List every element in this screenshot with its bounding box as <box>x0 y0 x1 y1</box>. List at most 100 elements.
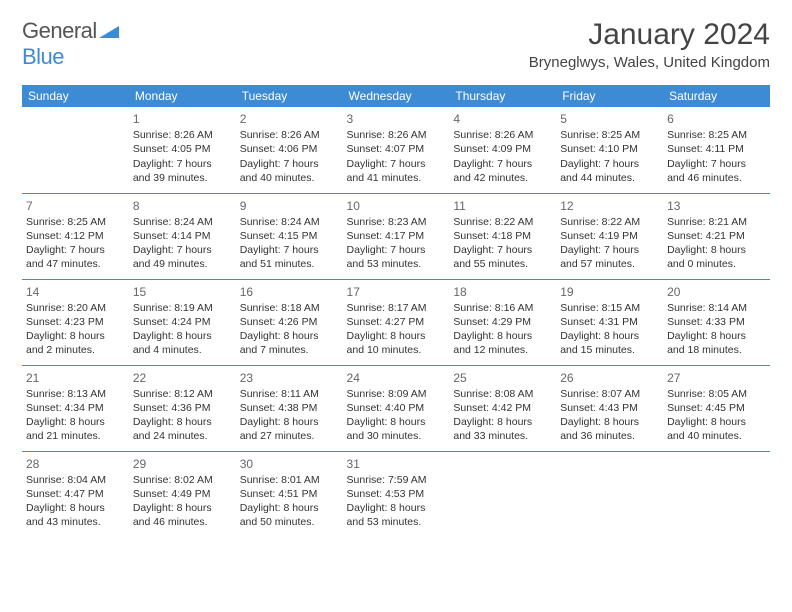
sunrise-line: Sunrise: 8:13 AM <box>26 387 125 401</box>
logo-word2: Blue <box>22 44 64 69</box>
daylight-line: Daylight: 8 hours and 2 minutes. <box>26 329 125 357</box>
day-number: 6 <box>667 111 766 127</box>
sunrise-line: Sunrise: 8:19 AM <box>133 301 232 315</box>
calendar-cell: 23Sunrise: 8:11 AMSunset: 4:38 PMDayligh… <box>236 365 343 451</box>
sunset-line: Sunset: 4:06 PM <box>240 142 339 156</box>
daylight-line: Daylight: 7 hours and 40 minutes. <box>240 157 339 185</box>
calendar-cell: 22Sunrise: 8:12 AMSunset: 4:36 PMDayligh… <box>129 365 236 451</box>
sunset-line: Sunset: 4:12 PM <box>26 229 125 243</box>
daylight-line: Daylight: 8 hours and 50 minutes. <box>240 501 339 529</box>
day-number: 30 <box>240 456 339 472</box>
calendar-row: 1Sunrise: 8:26 AMSunset: 4:05 PMDaylight… <box>22 107 770 193</box>
daylight-line: Daylight: 8 hours and 7 minutes. <box>240 329 339 357</box>
sunset-line: Sunset: 4:11 PM <box>667 142 766 156</box>
sunset-line: Sunset: 4:21 PM <box>667 229 766 243</box>
sunset-line: Sunset: 4:19 PM <box>560 229 659 243</box>
calendar-cell: 30Sunrise: 8:01 AMSunset: 4:51 PMDayligh… <box>236 451 343 537</box>
day-number: 23 <box>240 370 339 386</box>
daylight-line: Daylight: 8 hours and 43 minutes. <box>26 501 125 529</box>
weekday-header: Friday <box>556 85 663 107</box>
daylight-line: Daylight: 7 hours and 55 minutes. <box>453 243 552 271</box>
sunrise-line: Sunrise: 8:25 AM <box>667 128 766 142</box>
daylight-line: Daylight: 8 hours and 36 minutes. <box>560 415 659 443</box>
sunset-line: Sunset: 4:05 PM <box>133 142 232 156</box>
daylight-line: Daylight: 8 hours and 24 minutes. <box>133 415 232 443</box>
sunrise-line: Sunrise: 8:17 AM <box>347 301 446 315</box>
weekday-header: Thursday <box>449 85 556 107</box>
weekday-header: Wednesday <box>343 85 450 107</box>
day-number: 28 <box>26 456 125 472</box>
daylight-line: Daylight: 8 hours and 53 minutes. <box>347 501 446 529</box>
calendar-cell: 9Sunrise: 8:24 AMSunset: 4:15 PMDaylight… <box>236 193 343 279</box>
daylight-line: Daylight: 8 hours and 27 minutes. <box>240 415 339 443</box>
sunrise-line: Sunrise: 8:26 AM <box>453 128 552 142</box>
sunset-line: Sunset: 4:14 PM <box>133 229 232 243</box>
sunset-line: Sunset: 4:09 PM <box>453 142 552 156</box>
calendar-cell: 31Sunrise: 7:59 AMSunset: 4:53 PMDayligh… <box>343 451 450 537</box>
calendar-cell: 11Sunrise: 8:22 AMSunset: 4:18 PMDayligh… <box>449 193 556 279</box>
sunrise-line: Sunrise: 8:26 AM <box>347 128 446 142</box>
calendar-cell: 27Sunrise: 8:05 AMSunset: 4:45 PMDayligh… <box>663 365 770 451</box>
calendar-cell: 6Sunrise: 8:25 AMSunset: 4:11 PMDaylight… <box>663 107 770 193</box>
daylight-line: Daylight: 8 hours and 15 minutes. <box>560 329 659 357</box>
sunrise-line: Sunrise: 8:18 AM <box>240 301 339 315</box>
sunrise-line: Sunrise: 8:12 AM <box>133 387 232 401</box>
calendar-cell: 19Sunrise: 8:15 AMSunset: 4:31 PMDayligh… <box>556 279 663 365</box>
calendar-cell: 14Sunrise: 8:20 AMSunset: 4:23 PMDayligh… <box>22 279 129 365</box>
sunset-line: Sunset: 4:43 PM <box>560 401 659 415</box>
calendar-row: 7Sunrise: 8:25 AMSunset: 4:12 PMDaylight… <box>22 193 770 279</box>
sunset-line: Sunset: 4:47 PM <box>26 487 125 501</box>
calendar-cell: 1Sunrise: 8:26 AMSunset: 4:05 PMDaylight… <box>129 107 236 193</box>
calendar-cell: 28Sunrise: 8:04 AMSunset: 4:47 PMDayligh… <box>22 451 129 537</box>
calendar-cell-empty <box>22 107 129 193</box>
calendar-row: 28Sunrise: 8:04 AMSunset: 4:47 PMDayligh… <box>22 451 770 537</box>
sunrise-line: Sunrise: 8:15 AM <box>560 301 659 315</box>
calendar-cell: 15Sunrise: 8:19 AMSunset: 4:24 PMDayligh… <box>129 279 236 365</box>
sunset-line: Sunset: 4:34 PM <box>26 401 125 415</box>
header: General Blue January 2024 Bryneglwys, Wa… <box>22 18 770 71</box>
calendar-cell: 3Sunrise: 8:26 AMSunset: 4:07 PMDaylight… <box>343 107 450 193</box>
day-number: 7 <box>26 198 125 214</box>
logo: General Blue <box>22 18 119 70</box>
daylight-line: Daylight: 8 hours and 12 minutes. <box>453 329 552 357</box>
sunset-line: Sunset: 4:17 PM <box>347 229 446 243</box>
day-number: 17 <box>347 284 446 300</box>
sunrise-line: Sunrise: 8:23 AM <box>347 215 446 229</box>
calendar-cell: 2Sunrise: 8:26 AMSunset: 4:06 PMDaylight… <box>236 107 343 193</box>
logo-word1: General <box>22 18 97 43</box>
daylight-line: Daylight: 8 hours and 4 minutes. <box>133 329 232 357</box>
calendar-cell: 7Sunrise: 8:25 AMSunset: 4:12 PMDaylight… <box>22 193 129 279</box>
sunset-line: Sunset: 4:40 PM <box>347 401 446 415</box>
calendar-cell: 29Sunrise: 8:02 AMSunset: 4:49 PMDayligh… <box>129 451 236 537</box>
sunrise-line: Sunrise: 8:16 AM <box>453 301 552 315</box>
day-number: 27 <box>667 370 766 386</box>
day-number: 8 <box>133 198 232 214</box>
calendar-cell-empty <box>663 451 770 537</box>
sunset-line: Sunset: 4:24 PM <box>133 315 232 329</box>
sunrise-line: Sunrise: 8:26 AM <box>133 128 232 142</box>
daylight-line: Daylight: 7 hours and 42 minutes. <box>453 157 552 185</box>
calendar-cell: 25Sunrise: 8:08 AMSunset: 4:42 PMDayligh… <box>449 365 556 451</box>
day-number: 12 <box>560 198 659 214</box>
sunrise-line: Sunrise: 8:20 AM <box>26 301 125 315</box>
sunset-line: Sunset: 4:07 PM <box>347 142 446 156</box>
calendar-cell-empty <box>449 451 556 537</box>
calendar-cell-empty <box>556 451 663 537</box>
sunset-line: Sunset: 4:51 PM <box>240 487 339 501</box>
sunset-line: Sunset: 4:38 PM <box>240 401 339 415</box>
sunrise-line: Sunrise: 8:07 AM <box>560 387 659 401</box>
day-number: 11 <box>453 198 552 214</box>
day-number: 10 <box>347 198 446 214</box>
title-block: January 2024 Bryneglwys, Wales, United K… <box>529 18 770 71</box>
daylight-line: Daylight: 8 hours and 18 minutes. <box>667 329 766 357</box>
day-number: 13 <box>667 198 766 214</box>
sunrise-line: Sunrise: 8:04 AM <box>26 473 125 487</box>
sunset-line: Sunset: 4:10 PM <box>560 142 659 156</box>
sunrise-line: Sunrise: 8:22 AM <box>453 215 552 229</box>
sunrise-line: Sunrise: 8:05 AM <box>667 387 766 401</box>
calendar-cell: 8Sunrise: 8:24 AMSunset: 4:14 PMDaylight… <box>129 193 236 279</box>
day-number: 25 <box>453 370 552 386</box>
daylight-line: Daylight: 7 hours and 57 minutes. <box>560 243 659 271</box>
sunrise-line: Sunrise: 8:02 AM <box>133 473 232 487</box>
day-number: 2 <box>240 111 339 127</box>
